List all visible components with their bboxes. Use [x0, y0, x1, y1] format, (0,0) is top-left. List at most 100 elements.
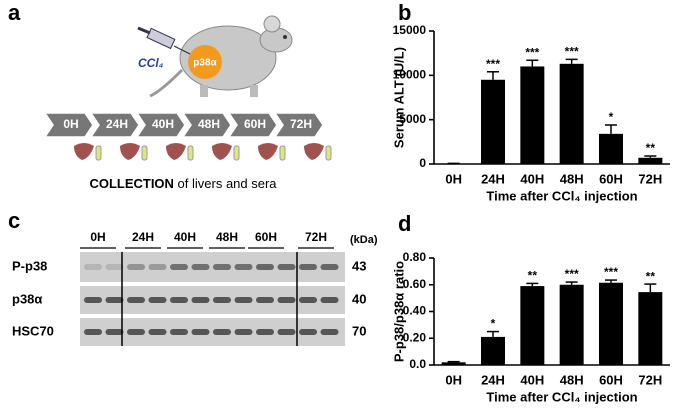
significance: *** — [525, 45, 539, 59]
liver-icon — [166, 143, 186, 160]
kda-label: 43 — [352, 258, 366, 273]
panel-label: d — [398, 211, 411, 236]
lane-label: 40H — [174, 230, 196, 244]
significance: * — [491, 317, 496, 331]
band — [191, 297, 210, 303]
band — [234, 329, 253, 335]
timepoint-label: 24H — [106, 117, 128, 131]
band — [84, 329, 102, 335]
y-tick-label: 0.80 — [403, 250, 427, 264]
significance: ** — [646, 269, 656, 283]
bar — [441, 362, 466, 365]
chevron — [227, 112, 278, 138]
bar — [638, 157, 663, 164]
panel-label: b — [398, 0, 411, 25]
timepoint-label: 40H — [152, 117, 174, 131]
lane-label: 60H — [255, 230, 277, 244]
band — [170, 297, 188, 303]
band — [299, 329, 317, 335]
kda-unit: (kDa) — [350, 234, 378, 246]
liver-icon — [74, 143, 94, 160]
bar — [599, 282, 623, 365]
band — [299, 297, 317, 303]
timepoint-label: 0H — [63, 117, 78, 131]
x-tick-label: 72H — [638, 171, 662, 186]
band — [277, 297, 296, 303]
liver-icon — [120, 143, 140, 160]
chevron — [135, 112, 186, 138]
row-label: P-p38 — [12, 258, 47, 273]
chevron — [43, 112, 94, 138]
row-label: HSC70 — [12, 323, 54, 338]
x-tick-label: 60H — [599, 171, 623, 186]
significance: *** — [565, 45, 579, 59]
band — [277, 264, 296, 270]
band — [234, 297, 253, 303]
caption: COLLECTION of livers and sera — [89, 176, 277, 191]
lane-label: 72H — [305, 230, 327, 244]
chevron — [181, 112, 232, 138]
bar — [520, 66, 545, 164]
panel-label: c — [8, 208, 20, 233]
bar — [559, 63, 584, 164]
y-axis-label: P-p38/p38α ratio — [391, 261, 406, 362]
band — [277, 329, 296, 335]
liver-icon — [212, 143, 232, 160]
x-tick-label: 48H — [560, 171, 584, 186]
caption-rest: of livers and sera — [174, 176, 277, 191]
y-tick-label: 0.0 — [409, 357, 426, 371]
band — [256, 329, 274, 335]
significance: *** — [604, 265, 618, 279]
y-tick-label: 5000 — [399, 112, 426, 126]
significance: ** — [528, 269, 538, 283]
bar — [599, 133, 623, 164]
y-tick-label: 15000 — [393, 23, 427, 37]
band — [148, 297, 167, 303]
caption-bold: COLLECTION — [89, 176, 174, 191]
band — [320, 297, 339, 303]
band — [148, 264, 167, 270]
band — [213, 329, 231, 335]
significance: * — [609, 110, 614, 124]
band — [170, 264, 188, 270]
x-tick-label: 24H — [481, 372, 505, 387]
row-label: p38α — [12, 291, 42, 306]
band — [256, 297, 274, 303]
band — [213, 264, 231, 270]
x-tick-label: 0H — [445, 372, 462, 387]
x-tick-label: 72H — [638, 372, 662, 387]
significance: ** — [646, 141, 656, 155]
band — [148, 329, 167, 335]
band — [84, 297, 102, 303]
lane-label: 24H — [132, 230, 154, 244]
kda-label: 70 — [352, 323, 366, 338]
bar — [638, 292, 663, 365]
band — [299, 264, 317, 270]
y-tick-label: 0.60 — [403, 277, 427, 291]
lane-label: 0H — [90, 230, 105, 244]
bar — [559, 284, 584, 365]
band — [191, 329, 210, 335]
x-tick-label: 60H — [599, 372, 623, 387]
tube-icon — [95, 145, 102, 161]
band — [105, 329, 124, 335]
y-tick-label: 10000 — [393, 68, 427, 82]
x-axis-label: Time after CCl₄ injection — [486, 389, 637, 404]
x-tick-label: 48H — [560, 372, 584, 387]
timepoint-label: 60H — [244, 117, 266, 131]
chevron — [89, 112, 140, 138]
timepoint-label: 72H — [290, 117, 312, 131]
band — [191, 264, 210, 270]
protein-label: p38α — [193, 58, 217, 69]
x-tick-label: 40H — [520, 372, 544, 387]
x-tick-label: 24H — [481, 171, 505, 186]
kda-label: 40 — [352, 291, 366, 306]
y-tick-label: 0.20 — [403, 330, 427, 344]
band — [170, 329, 188, 335]
liver-icon — [304, 143, 324, 160]
tube-icon — [141, 145, 148, 161]
bar — [481, 79, 505, 164]
band — [84, 264, 102, 270]
y-tick-label: 0 — [419, 156, 426, 170]
